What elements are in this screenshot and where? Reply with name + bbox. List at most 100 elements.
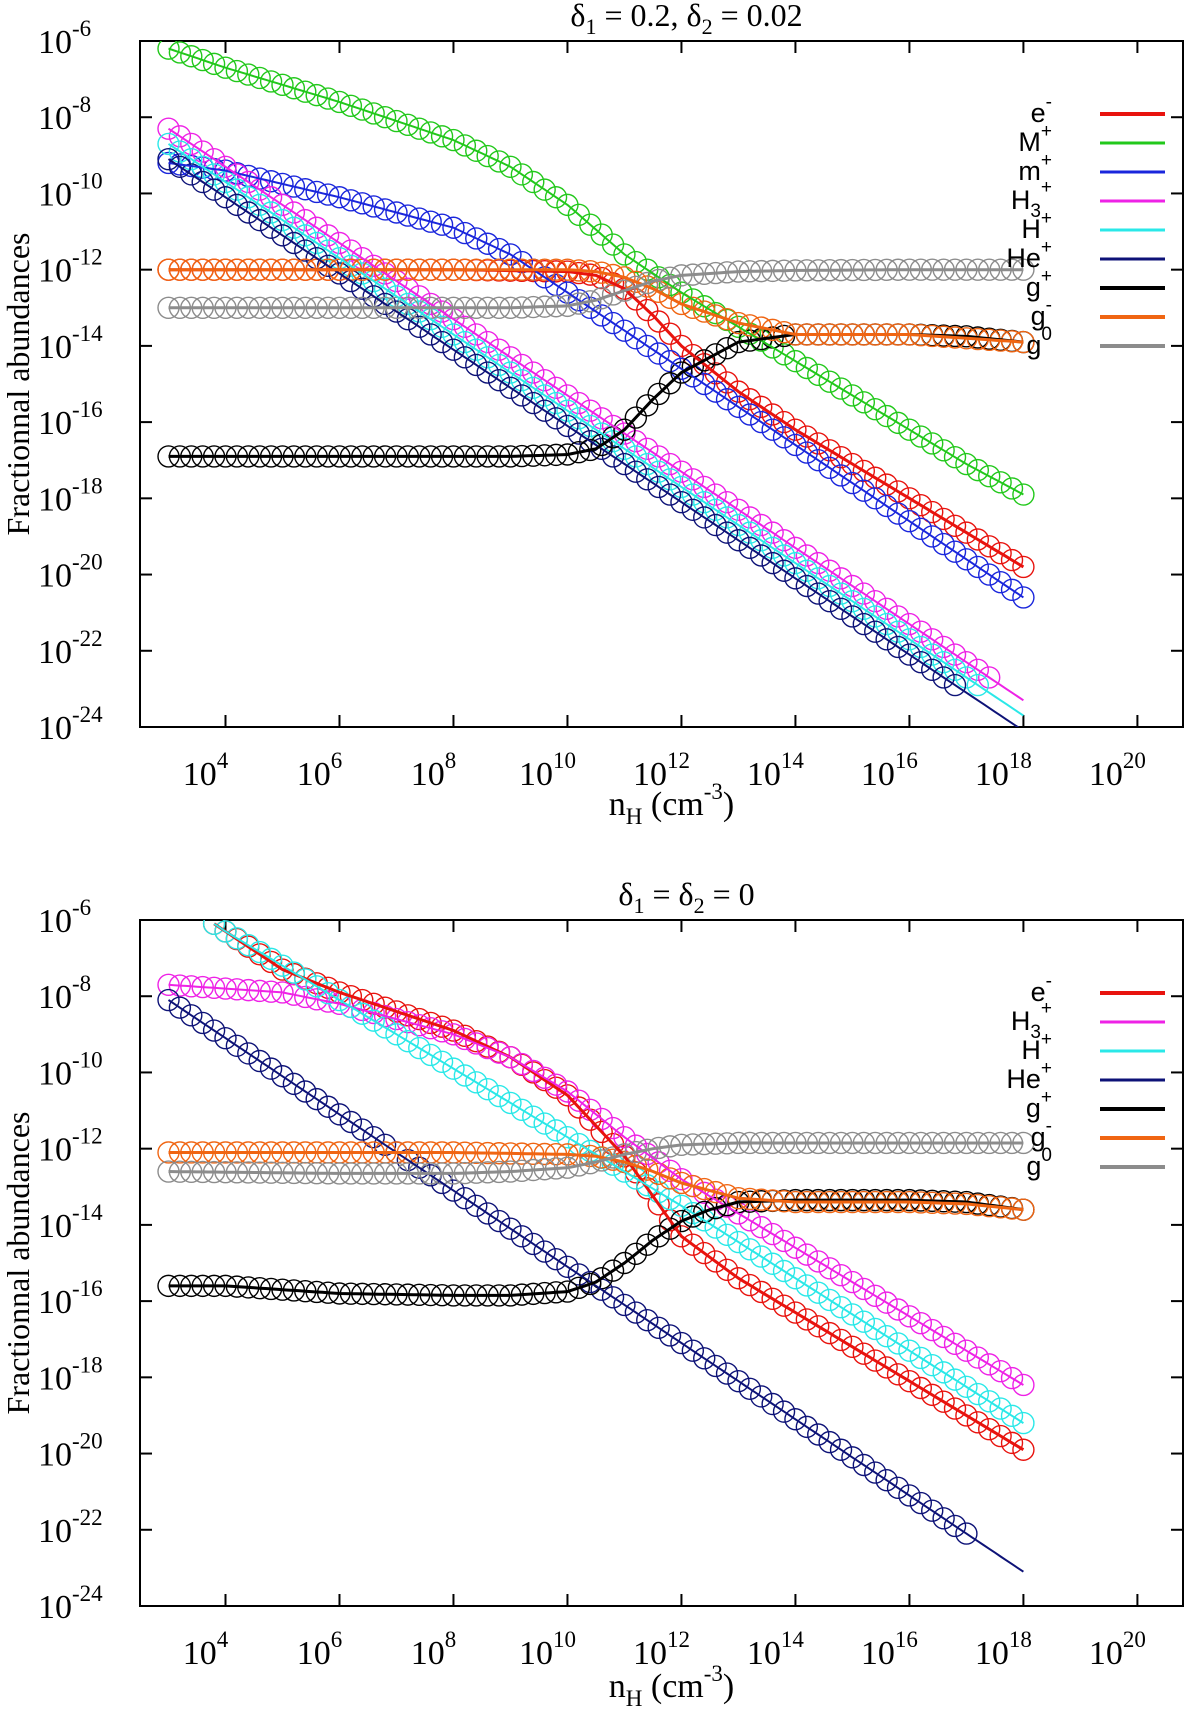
legend-label: H+ xyxy=(1021,1029,1052,1065)
data-marker xyxy=(829,1296,853,1319)
data-marker xyxy=(841,452,864,476)
legend: e-M+m+H3+H+He+g+g-g0 xyxy=(1006,92,1165,360)
y-tick-label: 10-20 xyxy=(38,1429,103,1474)
data-marker xyxy=(259,70,283,93)
title-part: = 0.2, δ xyxy=(596,0,701,33)
data-marker xyxy=(898,487,921,510)
tick-exponent: -22 xyxy=(72,1505,103,1530)
data-marker xyxy=(305,180,328,204)
data-marker xyxy=(852,582,876,605)
legend-label: g- xyxy=(1031,1116,1052,1152)
data-marker xyxy=(544,376,568,400)
data-marker xyxy=(259,947,283,971)
xlabel-superscript: -3 xyxy=(704,779,723,804)
legend-charge: + xyxy=(1041,266,1052,287)
data-marker xyxy=(829,1328,853,1352)
title-subscript: 2 xyxy=(694,893,705,918)
data-marker xyxy=(761,1287,784,1311)
data-marker xyxy=(522,361,545,384)
data-marker xyxy=(658,273,682,297)
data-marker xyxy=(522,1232,545,1256)
series-markers-g+ xyxy=(157,1188,1035,1307)
legend-label: g0 xyxy=(1026,324,1052,360)
data-marker xyxy=(487,150,511,173)
data-marker xyxy=(921,1383,944,1407)
data-marker xyxy=(590,287,613,310)
data-marker xyxy=(704,513,727,537)
data-marker xyxy=(237,933,260,957)
data-marker xyxy=(829,464,853,487)
data-marker xyxy=(966,555,990,579)
data-marker xyxy=(704,304,727,327)
data-marker xyxy=(499,1045,522,1069)
data-marker xyxy=(932,666,955,689)
data-marker xyxy=(271,1065,294,1088)
data-marker xyxy=(442,128,465,152)
data-marker xyxy=(385,109,408,133)
legend-charge: 0 xyxy=(1041,1145,1052,1166)
plot-frame xyxy=(139,40,1184,728)
data-marker xyxy=(601,263,625,287)
data-marker xyxy=(852,1453,876,1477)
tick-base: 10 xyxy=(861,1635,895,1672)
data-marker xyxy=(909,1491,933,1515)
data-marker xyxy=(476,361,499,384)
data-marker xyxy=(453,221,477,245)
data-marker xyxy=(579,414,602,438)
xlabel-part: (cm xyxy=(642,786,703,823)
data-marker xyxy=(943,658,967,682)
y-tick-label: 10-22 xyxy=(38,626,103,671)
data-marker xyxy=(522,376,545,400)
tick-exponent: -14 xyxy=(72,321,103,346)
data-marker xyxy=(738,314,762,337)
legend-charge: 0 xyxy=(1041,324,1052,345)
data-marker xyxy=(978,535,1001,558)
data-marker xyxy=(807,1281,830,1304)
data-marker xyxy=(579,438,602,462)
data-marker xyxy=(966,458,990,482)
data-marker xyxy=(693,372,716,396)
legend-name: g xyxy=(1026,272,1041,302)
tick-base: 10 xyxy=(38,1284,72,1321)
data-marker xyxy=(841,574,864,598)
data-marker xyxy=(487,368,511,392)
data-marker xyxy=(487,338,511,361)
data-marker xyxy=(419,121,442,144)
data-marker xyxy=(579,296,602,319)
data-marker xyxy=(237,186,260,209)
data-marker xyxy=(316,239,340,262)
x-tick-label: 106 xyxy=(297,748,343,793)
data-marker xyxy=(396,1148,420,1172)
data-marker xyxy=(282,216,306,239)
data-marker xyxy=(271,208,294,232)
data-marker xyxy=(693,1209,716,1232)
legend-label: g- xyxy=(1031,295,1052,331)
tick-exponent: -18 xyxy=(72,1352,103,1377)
data-marker xyxy=(465,323,488,346)
legend-label: H3+ xyxy=(1011,177,1052,222)
legend-charge: + xyxy=(1041,1058,1052,1079)
data-marker xyxy=(750,395,773,419)
tick-exponent: 6 xyxy=(331,1627,343,1652)
data-marker xyxy=(544,1119,568,1142)
data-marker xyxy=(396,277,420,300)
data-marker xyxy=(943,673,967,697)
legend-name: M xyxy=(1018,127,1041,157)
data-marker xyxy=(613,1251,636,1275)
plot-frame xyxy=(139,919,1184,1607)
tick-exponent: -8 xyxy=(72,971,91,996)
data-marker xyxy=(795,559,819,582)
data-marker xyxy=(886,620,910,643)
data-marker xyxy=(567,407,591,430)
data-marker xyxy=(316,183,340,206)
data-marker xyxy=(818,1257,841,1280)
data-marker xyxy=(909,517,933,541)
data-marker xyxy=(864,590,887,613)
data-marker xyxy=(898,643,921,666)
data-marker xyxy=(978,465,1001,488)
data-marker xyxy=(373,198,397,221)
data-marker xyxy=(795,1415,819,1439)
data-marker xyxy=(419,1017,442,1040)
legend-charge: + xyxy=(1041,1029,1052,1050)
